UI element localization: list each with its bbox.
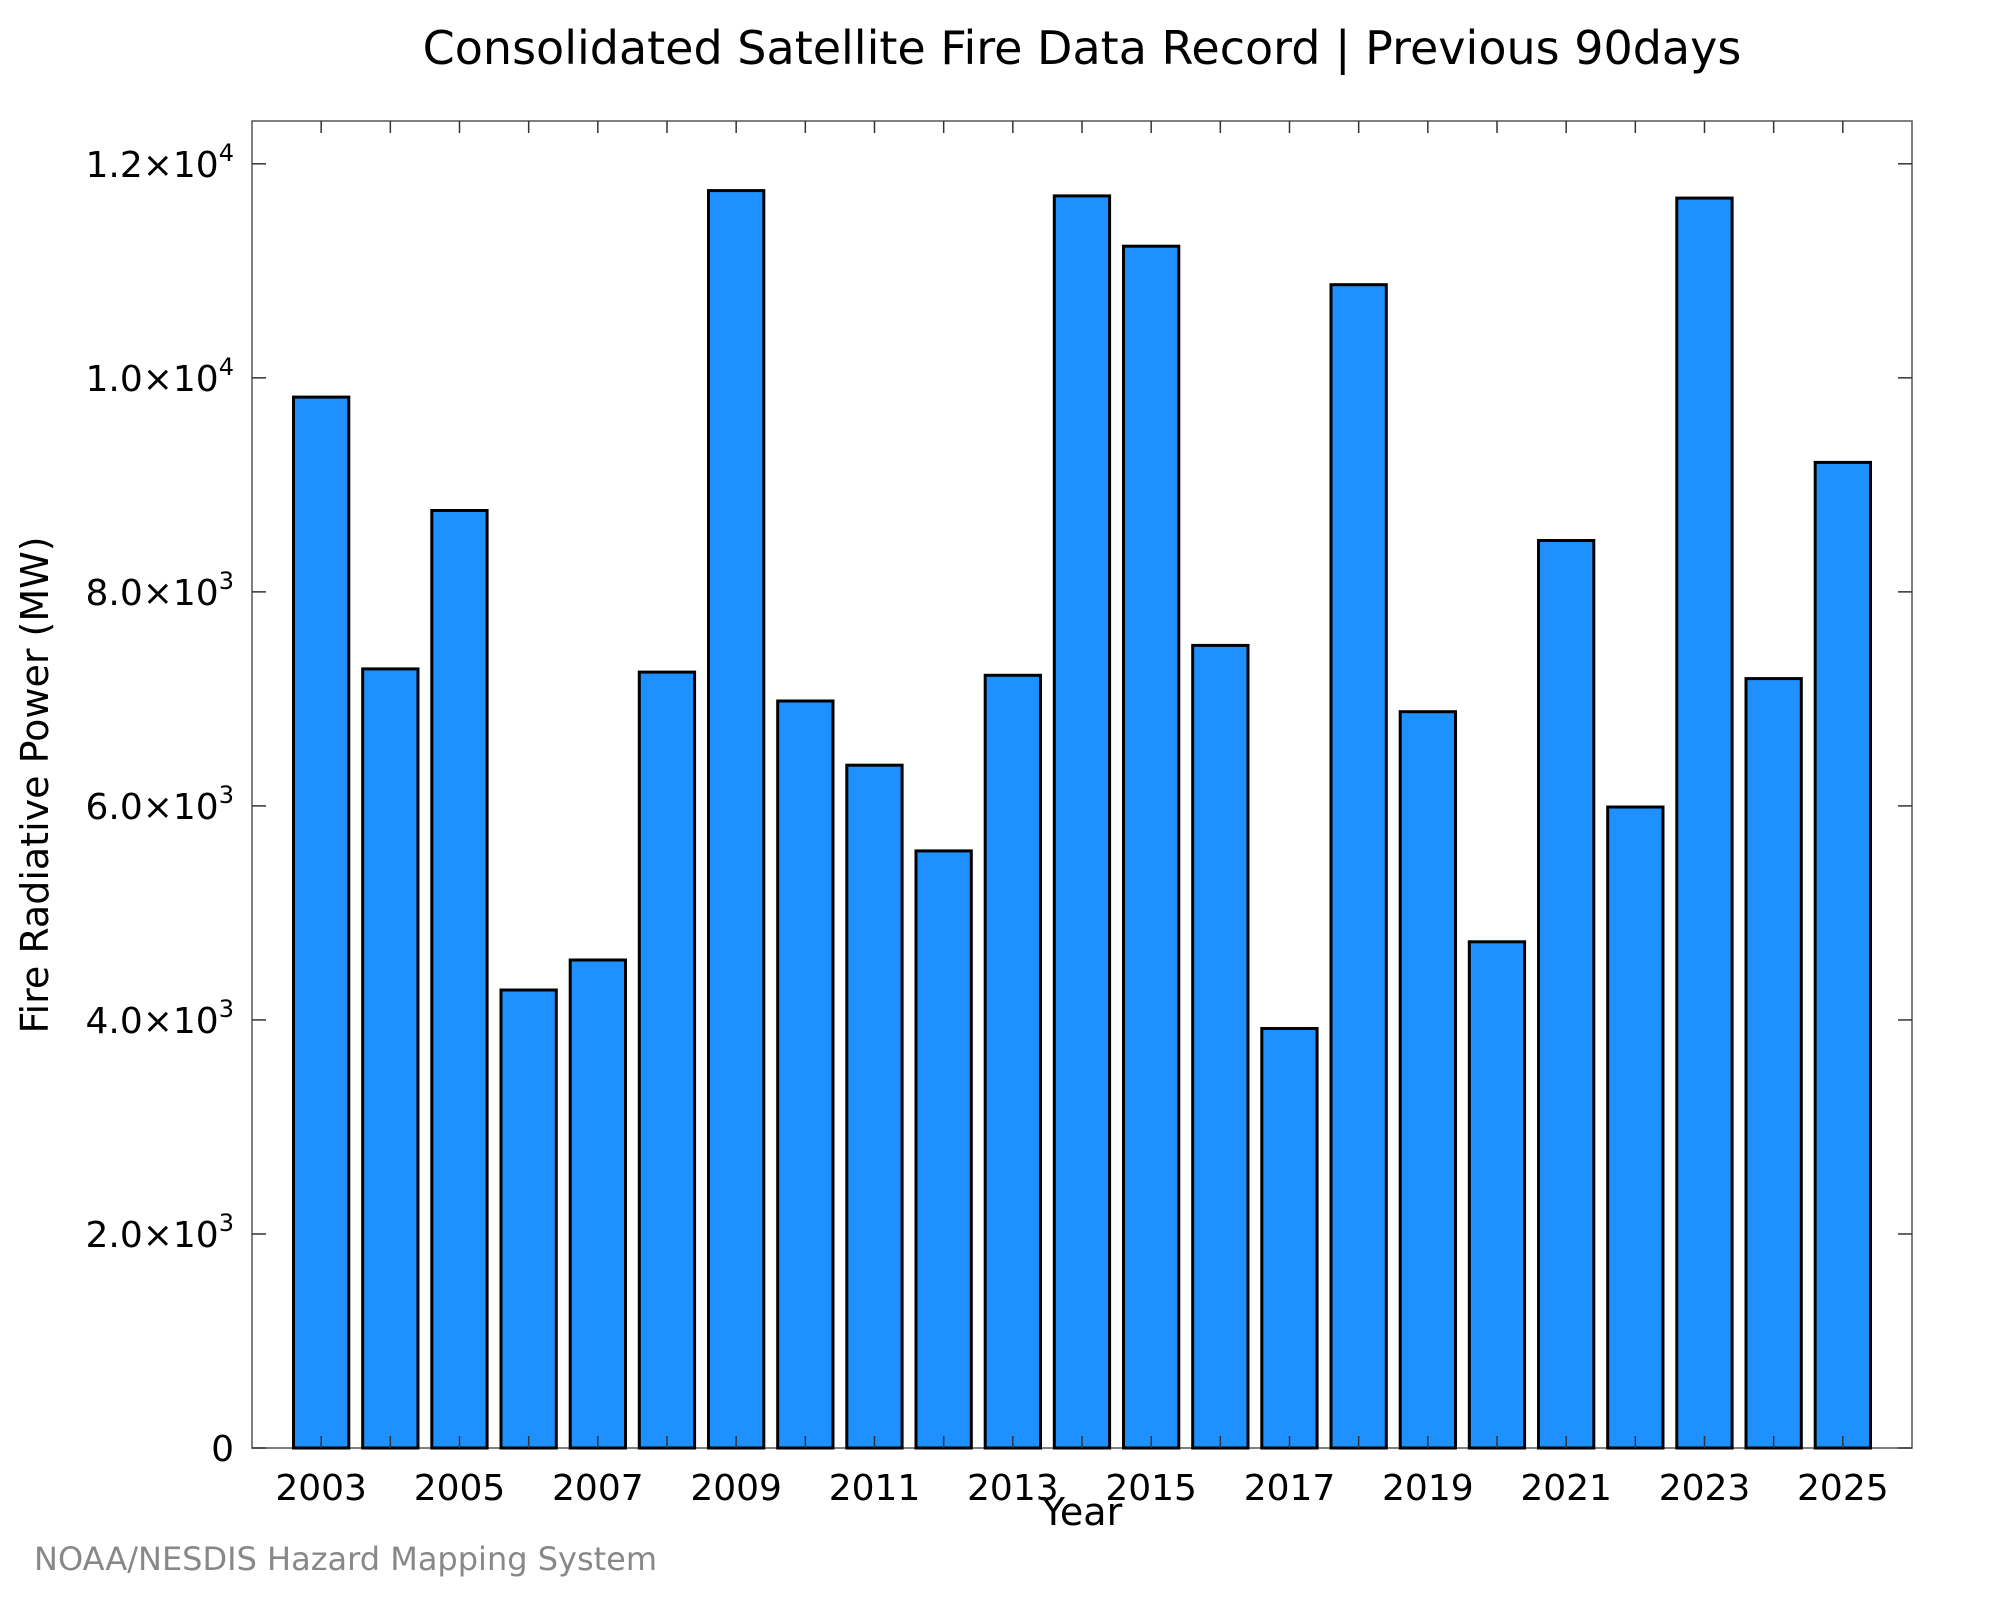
y-tick-label: 1.0×104 [85,353,234,400]
bar-2005 [430,509,489,1450]
y-tick-label: 4.0×103 [85,995,234,1042]
x-axis-label: Year [1041,1490,1123,1534]
plot-area: 0 2.0×103 4.0×103 6.0×103 8.0×103 1.0×104 1.2×… [85,120,1913,1509]
x-tick-label: 2005 [414,1468,506,1509]
x-tick-label: 2023 [1659,1468,1751,1509]
bar-2010 [776,699,835,1450]
bar-2003 [292,395,351,1450]
y-tick-label: 0 [211,1429,234,1470]
bar-2008 [637,670,697,1450]
bar-2015 [1122,244,1181,1450]
bar-2017 [1260,1027,1319,1450]
credit-label: NOAA/NESDIS Hazard Mapping System [34,1540,657,1578]
bar-2024 [1744,677,1803,1450]
bar-2014 [1052,194,1112,1450]
chart-title: Consolidated Satellite Fire Data Record … [423,21,1742,76]
x-tick-label: 2009 [690,1468,782,1509]
x-tick-label: 2007 [552,1468,644,1509]
y-tick-label: 8.0×103 [85,567,234,614]
bar-2020 [1467,940,1527,1450]
bar-2022 [1606,805,1665,1450]
x-tick-label: 2013 [967,1468,1059,1509]
bar-2009 [707,189,766,1450]
y-tick-label: 1.2×104 [85,139,234,186]
x-tick-label: 2017 [1244,1468,1336,1509]
x-tick-label: 2003 [275,1468,367,1509]
x-tick-label: 2011 [829,1468,921,1509]
y-tick-label: 2.0×103 [85,1209,234,1256]
bar-2023 [1675,196,1734,1450]
bar-2019 [1398,710,1457,1450]
bar-2004 [361,667,420,1450]
y-tick-label: 6.0×103 [85,781,234,828]
bar-2018 [1329,283,1388,1450]
bar-2006 [499,988,558,1450]
x-tick-label: 2015 [1105,1468,1197,1509]
bar-2013 [983,673,1043,1450]
bar-2021 [1537,539,1596,1450]
bar-2011 [845,763,904,1450]
x-tick-label: 2019 [1382,1468,1474,1509]
bar-2016 [1191,643,1250,1450]
y-axis-label: Fire Radiative Power (MW) [13,536,57,1033]
bar-2025 [1813,460,1872,1450]
bar-2007 [568,958,628,1450]
bar-2012 [914,849,973,1450]
x-tick-label: 2021 [1520,1468,1612,1509]
x-tick-label: 2025 [1797,1468,1889,1509]
